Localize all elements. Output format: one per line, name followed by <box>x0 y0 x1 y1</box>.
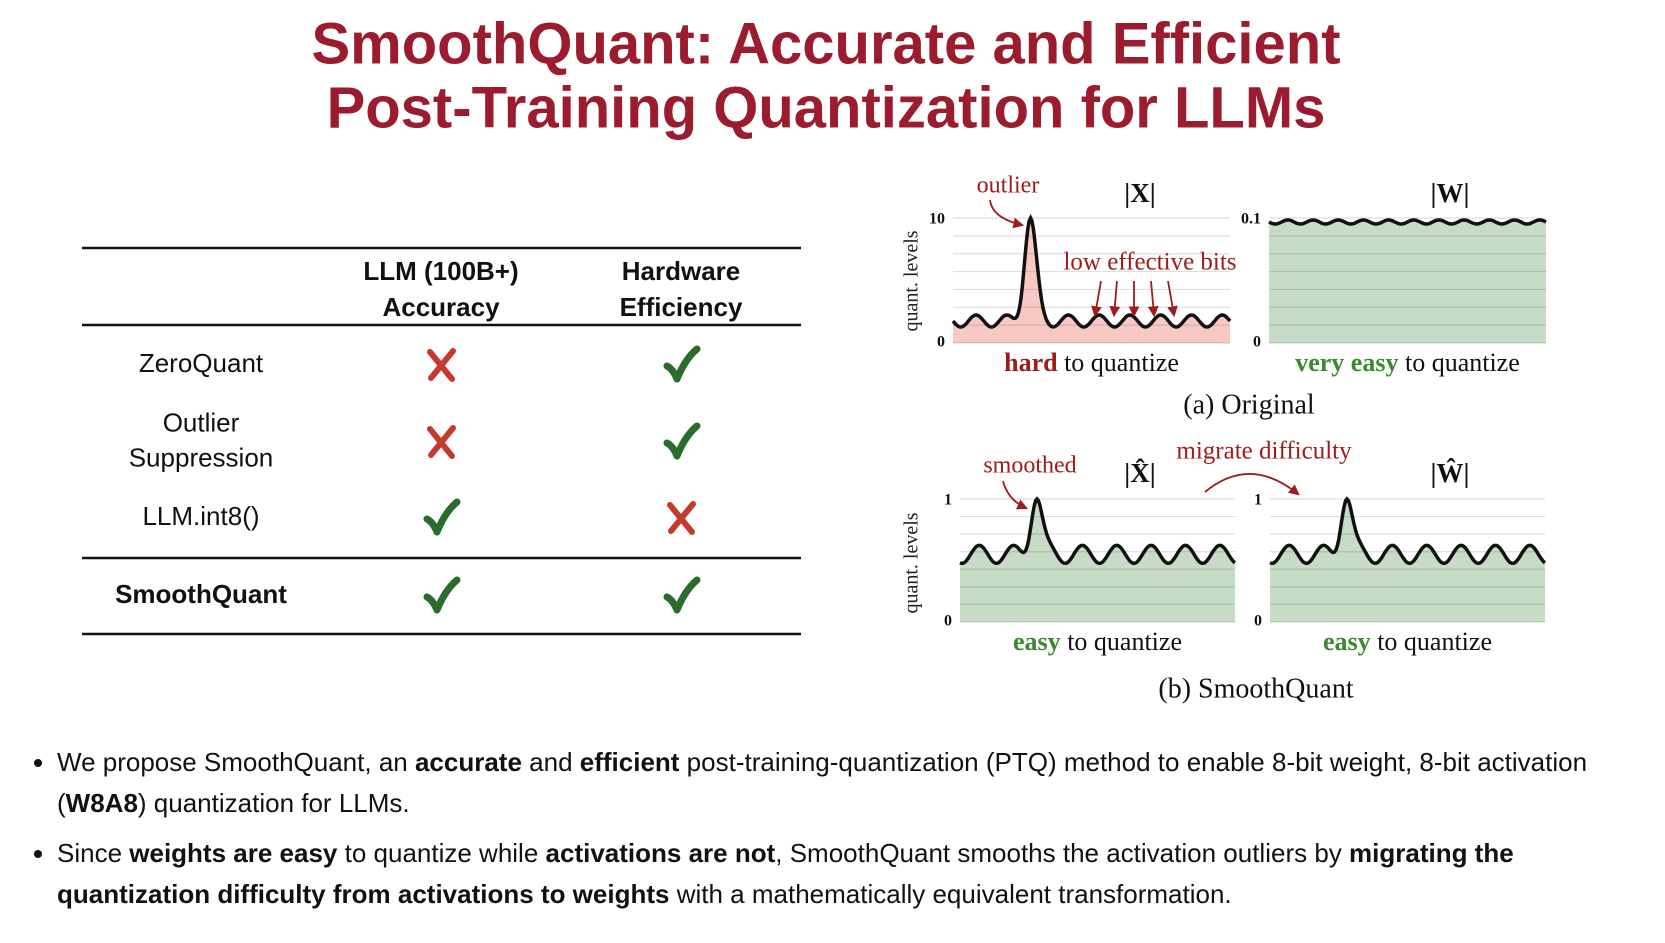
text: with a mathematically equivalent transfo… <box>669 879 1232 909</box>
bold-text: W8A8 <box>65 788 138 818</box>
callout-arrow <box>989 199 1025 229</box>
column-header: Efficiency <box>620 292 743 322</box>
bold-text: migrating the quantization difficulty fr… <box>57 838 1514 909</box>
text: ) quantization for LLMs. <box>137 788 410 818</box>
transfer-arrow <box>1204 473 1300 496</box>
plot-name: |X| <box>1124 178 1155 208</box>
note-arrow <box>1091 280 1102 318</box>
check-icon <box>663 345 701 383</box>
plot-wave <box>1269 496 1547 566</box>
note-arrow <box>1167 280 1178 318</box>
plot-fill <box>960 499 1235 622</box>
plot-label: easy to quantize <box>1013 627 1182 656</box>
plot-fill <box>1270 499 1545 622</box>
y-axis-label: quant. levels <box>901 512 923 613</box>
plot-label: hard to quantize <box>1004 348 1179 377</box>
bold-text: weights are easy <box>129 838 338 868</box>
note-arrow <box>1109 280 1121 318</box>
tick-label: 1 <box>1254 492 1262 509</box>
label-rest: to quantize <box>1377 627 1492 656</box>
cross-icon <box>427 348 456 382</box>
column-header: Hardware <box>622 256 741 286</box>
label-emphasis: hard <box>1004 348 1058 377</box>
tick-label: 10 <box>929 211 945 228</box>
plot-fill <box>1269 220 1546 343</box>
check-icon <box>423 576 461 614</box>
label-emphasis: very easy <box>1295 348 1398 377</box>
panel-caption: (a) Original <box>1183 389 1315 420</box>
panel-caption: (b) SmoothQuant <box>1158 673 1353 704</box>
bold-text: efficient <box>579 747 680 777</box>
callout: outlier <box>977 173 1040 199</box>
bold-text: activations are not <box>545 838 776 868</box>
note-arrow <box>1147 280 1159 318</box>
tick-label: 0 <box>1253 334 1261 351</box>
bullet: We propose SmoothQuant, an accurate and … <box>57 742 1657 824</box>
slide-title: SmoothQuant: Accurate and Efficient <box>311 11 1340 76</box>
bold-text: accurate <box>414 747 522 777</box>
plot-label: very easy to quantize <box>1295 348 1520 377</box>
plot-fill <box>953 218 1230 343</box>
callout: smoothed <box>983 453 1076 479</box>
plot-wave <box>951 213 1232 329</box>
plot-name: |X̂| <box>1124 458 1155 488</box>
row-label: SmoothQuant <box>115 579 287 609</box>
plot-wave <box>1268 218 1547 226</box>
label-rest: to quantize <box>1067 627 1182 656</box>
check-icon <box>423 498 461 536</box>
tick-label: 0 <box>1254 613 1262 630</box>
text: post-training-quantization (PTQ) method … <box>57 747 1588 818</box>
row-label: Suppression <box>129 442 274 472</box>
label-rest: to quantize <box>1064 348 1179 377</box>
plot-wave <box>959 496 1237 566</box>
tick-label: 0.1 <box>1241 211 1261 228</box>
plot-name: |W| <box>1431 178 1470 208</box>
text: to quantize while <box>337 838 546 868</box>
text: , SmoothQuant smooths the activation out… <box>775 838 1350 868</box>
label-rest: to quantize <box>1405 348 1520 377</box>
transfer-label: migrate difficulty <box>1176 438 1352 465</box>
cross-icon <box>427 425 456 459</box>
column-header: Accuracy <box>382 292 500 322</box>
bullet-list: We propose SmoothQuant, an accurate and … <box>30 742 1657 924</box>
plot-label: easy to quantize <box>1323 627 1492 656</box>
row-label: ZeroQuant <box>139 348 264 378</box>
plot-name: |Ŵ| <box>1431 457 1470 488</box>
row-label: LLM.int8() <box>142 501 259 531</box>
callout-arrow <box>1002 480 1028 510</box>
column-header: LLM (100B+) <box>363 256 518 286</box>
check-icon <box>663 422 701 460</box>
note: low effective bits <box>1063 249 1236 276</box>
tick-label: 0 <box>944 613 952 630</box>
cross-icon <box>667 501 696 535</box>
label-emphasis: easy <box>1013 627 1061 656</box>
text: We propose SmoothQuant, an <box>57 747 415 777</box>
y-axis-label: quant. levels <box>901 230 923 331</box>
check-icon <box>663 576 701 614</box>
bullet: Since weights are easy to quantize while… <box>57 833 1657 915</box>
tick-label: 0 <box>937 334 945 351</box>
slide-title: Post-Training Quantization for LLMs <box>327 75 1326 140</box>
row-label: Outlier <box>163 407 240 437</box>
label-emphasis: easy <box>1323 627 1371 656</box>
text: Since <box>57 838 130 868</box>
text: and <box>521 747 580 777</box>
tick-label: 1 <box>944 492 952 509</box>
